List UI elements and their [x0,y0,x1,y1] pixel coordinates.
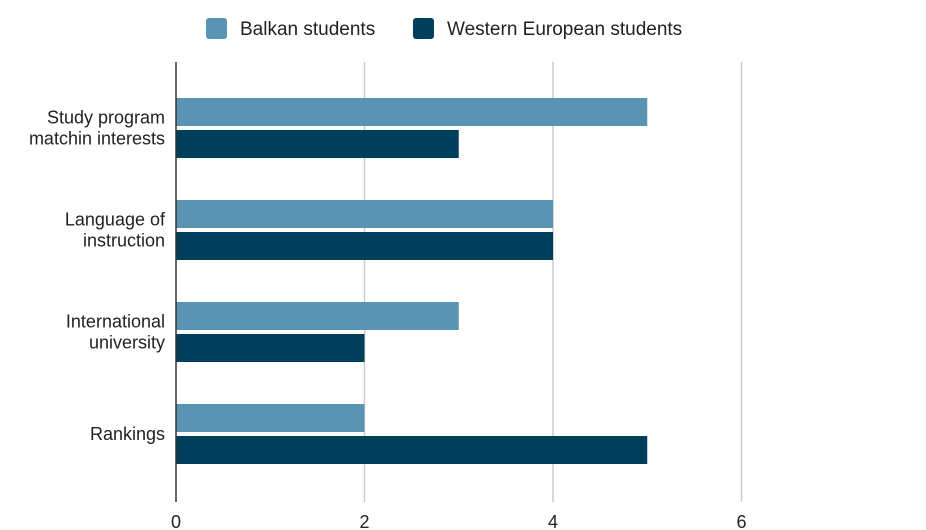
bar-balkan-0 [176,98,648,126]
category-label-2: International university [66,312,165,353]
x-tick-label-6: 6 [736,512,746,530]
category-label-1: Language of instruction [65,210,166,251]
x-tick-labels: 0 2 4 6 [171,512,747,530]
x-tick-label-0: 0 [171,512,181,530]
legend-label-1: Western European students [447,19,682,40]
bar-western-2 [176,334,365,362]
legend-swatch-0 [206,18,227,39]
bars [176,98,648,464]
bar-balkan-3 [176,404,365,432]
x-tick-label-2: 2 [359,512,369,530]
category-label-0: Study program matchin interests [29,108,165,149]
bar-balkan-1 [176,200,553,228]
category-label-3: Rankings [90,424,165,444]
category-labels: Study program matchin interests Language o… [29,108,166,445]
bar-balkan-2 [176,302,459,330]
legend-label-0: Balkan students [240,19,375,40]
bar-western-1 [176,232,553,260]
bar-western-0 [176,130,459,158]
bar-western-3 [176,436,648,464]
legend-swatch-1 [413,18,434,39]
legend: Balkan students Western European students [206,18,682,40]
x-tick-label-4: 4 [548,512,558,530]
